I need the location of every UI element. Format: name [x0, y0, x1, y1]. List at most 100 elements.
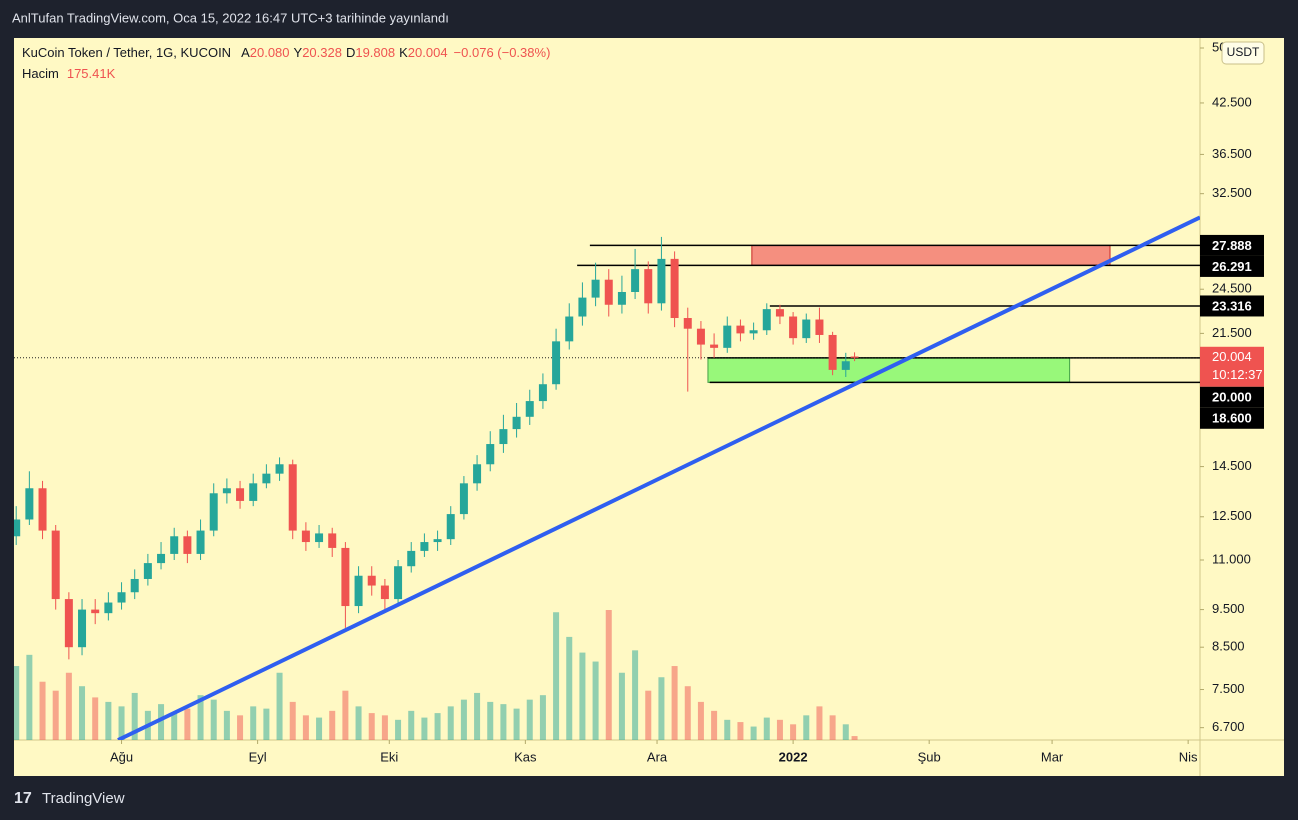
candle-body: [64, 599, 73, 648]
volume-bar: [658, 677, 665, 740]
zone: [751, 244, 1111, 266]
currency-label: USDT: [1227, 45, 1260, 59]
volume-last: 175.41K: [67, 66, 116, 81]
candle-body: [850, 356, 859, 358]
volume-bar: [118, 706, 125, 740]
zone: [707, 357, 1071, 383]
volume-bar: [842, 724, 849, 740]
candle-body: [525, 401, 534, 417]
candle-body: [183, 536, 192, 554]
volume-bar: [750, 726, 757, 740]
volume-bar: [579, 652, 586, 740]
candle-body: [499, 429, 508, 445]
y-tick-label: 32.500: [1212, 185, 1252, 200]
candle-body: [433, 539, 442, 543]
candle-body: [275, 464, 284, 474]
x-tick-label: Ara: [647, 749, 668, 764]
candle-body: [775, 309, 784, 317]
candle-body: [354, 575, 363, 607]
ohlc-field-label: A: [241, 45, 250, 60]
candle-body: [459, 483, 468, 515]
y-tick-label: 8.500: [1212, 639, 1245, 654]
volume-bar: [447, 706, 454, 740]
candle-body: [288, 464, 297, 531]
volume-bar: [421, 717, 428, 740]
volume-bar: [210, 699, 217, 740]
volume-bar: [513, 708, 520, 740]
volume-bar: [368, 713, 375, 740]
volume-bar: [671, 666, 678, 740]
candle-body: [328, 533, 337, 548]
top-bar-text: AnlTufan TradingView.com, Oca 15, 2022 1…: [12, 10, 449, 25]
volume-bar: [684, 686, 691, 740]
candle-body: [749, 330, 758, 334]
logo-mark: 17: [14, 790, 32, 807]
candle-body: [222, 488, 231, 494]
candle-body: [25, 488, 34, 520]
volume-bar: [250, 706, 257, 740]
volume-bar: [539, 695, 546, 740]
volume-bar: [39, 681, 46, 740]
candle-body: [644, 269, 653, 304]
ohlc-field-value: 20.004: [408, 45, 448, 60]
level-label: 20.000: [1212, 390, 1252, 405]
candle-body: [710, 344, 719, 348]
volume-bar: [790, 724, 797, 740]
candle-body: [420, 542, 429, 551]
countdown-label: 10:12:37: [1212, 367, 1263, 382]
candle-body: [789, 316, 798, 339]
candle-body: [407, 550, 416, 567]
volume-bar: [724, 719, 731, 740]
candle-body: [143, 563, 152, 579]
candle-body: [841, 361, 850, 370]
volume-bar: [65, 672, 72, 740]
candle-body: [486, 444, 495, 465]
candle-body: [446, 514, 455, 540]
volume-bar: [816, 706, 823, 740]
chart-panel: [14, 38, 1284, 776]
level-label-box: [1200, 386, 1264, 408]
volume-title: Hacim: [22, 66, 59, 81]
volume-bar: [553, 612, 560, 740]
level-label: 23.316: [1212, 298, 1252, 313]
volume-bar: [381, 715, 388, 740]
volume-bar: [645, 690, 652, 740]
volume-bar: [711, 710, 718, 740]
volume-bar: [803, 715, 810, 740]
candle-body: [631, 269, 640, 292]
candle-body: [38, 488, 47, 531]
candle-body: [262, 473, 271, 484]
candle-body: [367, 575, 376, 586]
volume-bar: [158, 704, 165, 740]
volume-header: Hacim 175.41K: [22, 66, 116, 81]
volume-bar: [92, 697, 99, 740]
volume-bar: [566, 636, 573, 740]
volume-bar: [263, 708, 270, 740]
candle-body: [723, 325, 732, 348]
candle-body: [617, 291, 626, 305]
candle-body: [683, 318, 692, 329]
last-price-label: 20.004: [1212, 349, 1252, 364]
level-label-box: [1200, 234, 1264, 256]
y-tick-label: 14.500: [1212, 458, 1252, 473]
volume-bar: [434, 713, 441, 740]
y-tick-label: 6.700: [1212, 719, 1245, 734]
volume-bar: [592, 661, 599, 740]
level-label: 18.600: [1212, 411, 1252, 426]
y-tick-label: 24.500: [1212, 281, 1252, 296]
x-tick-label: Ağu: [110, 749, 133, 764]
volume-bar: [223, 710, 230, 740]
candle-body: [380, 585, 389, 600]
candle-body: [538, 384, 547, 402]
volume-bar: [342, 690, 349, 740]
volume-bar: [395, 719, 402, 740]
candle-body: [14, 519, 21, 537]
volume-bar: [763, 717, 770, 740]
volume-bar: [329, 710, 336, 740]
volume-bar: [829, 715, 836, 740]
candle-body: [170, 536, 179, 554]
candle-body: [802, 319, 811, 339]
volume-bar: [474, 692, 481, 740]
y-tick-label: 7.500: [1212, 681, 1245, 696]
